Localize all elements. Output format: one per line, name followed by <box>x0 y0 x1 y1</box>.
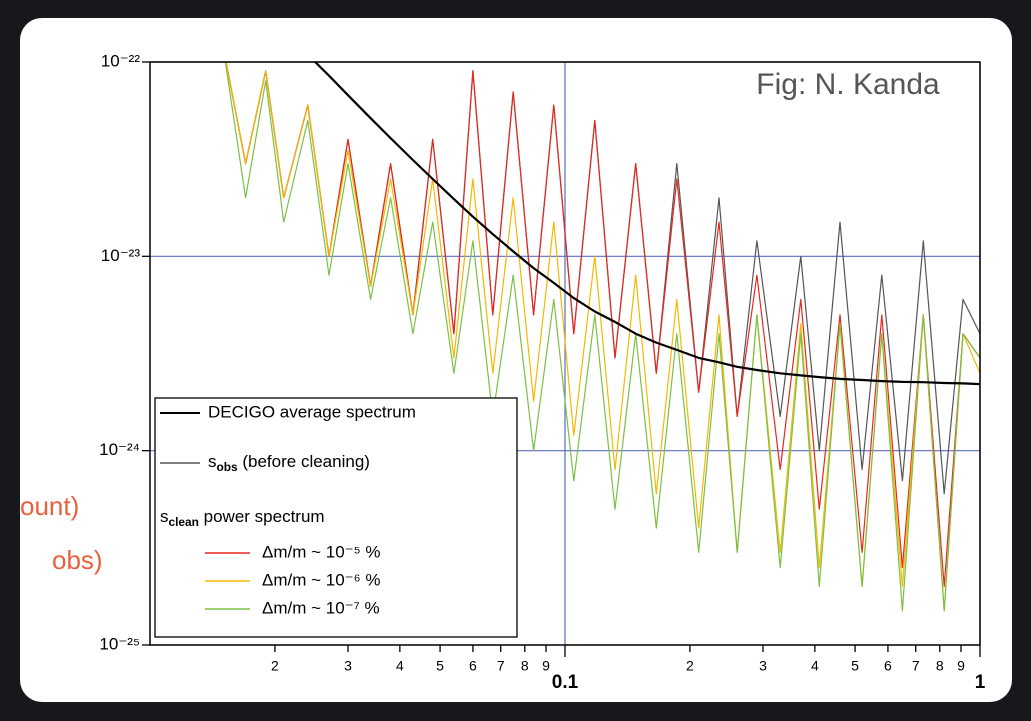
legend-label: DECIGO average spectrum <box>208 402 416 421</box>
legend-label: sobs (before cleaning) <box>208 452 370 474</box>
x-tick-label: 2 <box>271 658 279 674</box>
legend-label-part: (before cleaning) <box>238 452 370 471</box>
background-text: obs) <box>52 545 103 575</box>
x-tick-label: 8 <box>936 658 944 674</box>
x-tick-label: 6 <box>884 658 892 674</box>
legend-label: Δm/m ~ 10⁻⁶ % <box>262 570 381 589</box>
legend-label-part: obs <box>217 460 239 474</box>
series-line <box>313 62 980 386</box>
x-tick-label: 8 <box>521 658 529 674</box>
legend-heading-part: s <box>160 507 169 526</box>
x-tick-label: 4 <box>811 658 819 674</box>
x-tick-label: 4 <box>396 658 404 674</box>
annotation: Fig: N. Kanda <box>756 68 940 101</box>
annotation-bg <box>732 66 964 106</box>
series-line <box>224 62 980 612</box>
x-tick-label: 7 <box>912 658 920 674</box>
legend-heading-part: power spectrum <box>199 507 325 526</box>
x-tick-label: 5 <box>436 658 444 674</box>
y-tick-label: 10⁻²⁵ <box>99 634 140 653</box>
background-text: ount) <box>20 491 79 521</box>
x-tick-label: 1 <box>975 672 986 693</box>
x-tick-label: 3 <box>344 658 352 674</box>
y-tick-label: 10⁻²⁴ <box>99 440 140 459</box>
y-tick-label: 10⁻²² <box>101 51 141 70</box>
x-tick-label: 6 <box>469 658 477 674</box>
x-tick-label: 5 <box>851 658 859 674</box>
x-tick-label: 7 <box>497 658 505 674</box>
legend-label: Δm/m ~ 10⁻⁷ % <box>262 598 380 617</box>
x-tick-label: 2 <box>686 658 694 674</box>
y-tick-label: 10⁻²³ <box>101 246 141 265</box>
x-tick-label: 3 <box>759 658 767 674</box>
x-tick-label: 9 <box>542 658 550 674</box>
legend-heading-part: clean <box>169 515 199 529</box>
series-line <box>225 62 980 588</box>
legend-label-part: s <box>208 452 217 471</box>
plot-lines <box>224 62 980 612</box>
x-tick-label: 9 <box>957 658 965 674</box>
legend-box <box>154 397 518 638</box>
x-tick-label: 0.1 <box>552 672 579 693</box>
legend-heading: sclean power spectrum <box>160 507 325 529</box>
legend-label: Δm/m ~ 10⁻⁵ % <box>262 542 381 561</box>
